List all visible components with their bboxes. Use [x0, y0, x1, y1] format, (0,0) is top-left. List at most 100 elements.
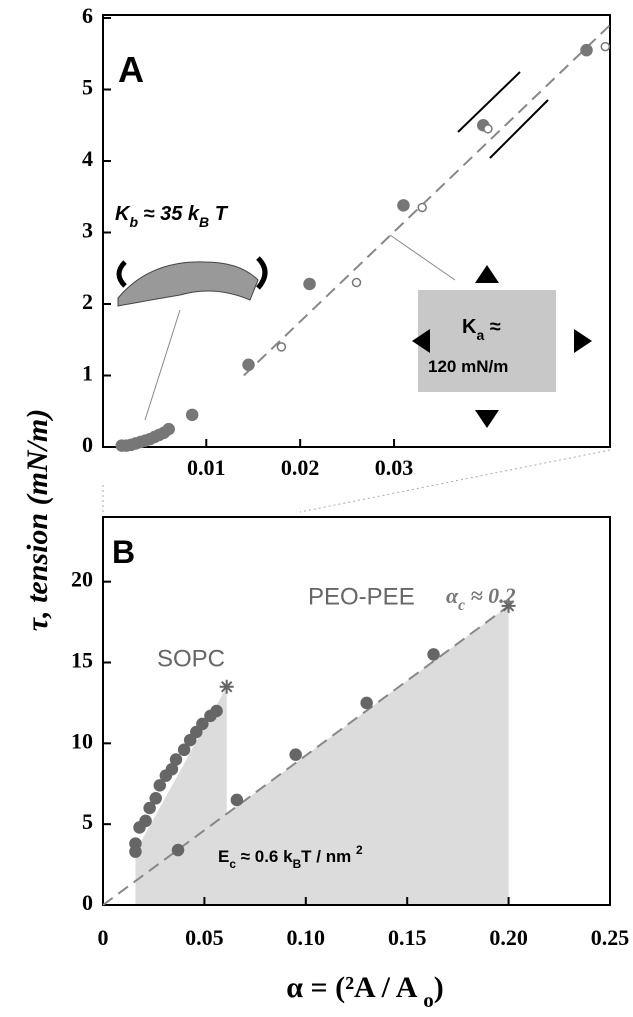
x-tick-label: 0.25: [591, 925, 630, 950]
data-point: [397, 199, 410, 212]
bend-arrow: [116, 260, 127, 288]
text-part: T: [209, 203, 229, 225]
data-point: [153, 779, 167, 792]
data-point: [417, 202, 427, 213]
text-part: c: [458, 597, 465, 614]
data-point: [183, 733, 197, 747]
critical-point: [501, 598, 516, 613]
y-tick-label: 1: [82, 361, 93, 386]
text-part: 2: [356, 843, 363, 857]
failure-region: [135, 605, 509, 905]
x-tick-label: 0.15: [388, 925, 427, 950]
plot-frame: [102, 14, 611, 448]
y-tick-label: 4: [82, 146, 93, 171]
data-point: [171, 843, 185, 857]
zoom-line: [299, 449, 611, 513]
membrane-patch: [117, 261, 259, 307]
data-point: [351, 277, 362, 288]
y-tick-label: 0: [82, 432, 93, 457]
pointer: [389, 234, 456, 281]
text-part: k: [283, 847, 293, 866]
data-point: [149, 792, 162, 805]
text-part: ≈ 0.6: [236, 847, 283, 866]
x-axis-label: α = (²A / A o): [286, 971, 444, 1012]
data-point: [242, 358, 255, 372]
data-point: [360, 696, 373, 710]
text-part: B: [112, 534, 135, 570]
x-tick-label: 0.05: [185, 925, 224, 950]
text-part: 120 mN/m: [428, 357, 508, 376]
annotation: Kb ≈ 35 kB T: [115, 203, 229, 229]
data-point: [185, 408, 199, 422]
text-part: ): [434, 971, 444, 1004]
data-point: [139, 814, 152, 828]
fit-line: [243, 24, 611, 377]
text-part: B: [199, 214, 209, 230]
pointer: [144, 309, 181, 421]
text-part: a: [476, 327, 484, 343]
data-point: [600, 41, 611, 52]
y-tick-label: 6: [82, 3, 93, 28]
data-point: [230, 793, 244, 807]
x-tick-label: 0.10: [287, 925, 326, 950]
text-part: ≈ 35: [138, 203, 188, 225]
annotation: αc ≈ 0.2: [446, 583, 516, 614]
load-arrow: [457, 71, 521, 133]
data-point: [303, 277, 316, 291]
y-tick-label: 2: [82, 289, 93, 314]
annotation: A: [118, 49, 144, 90]
x-tick-label: 0.20: [489, 925, 528, 950]
y-tick-label: 10: [71, 728, 93, 753]
text-part: B: [293, 857, 302, 871]
x-tick-label: 0.01: [187, 455, 226, 480]
stretch-box: [418, 290, 556, 392]
text-part: o: [423, 988, 434, 1012]
data-point: [162, 422, 175, 436]
data-point: [196, 717, 209, 731]
text-part: E: [218, 847, 229, 866]
series-label: PEO-PEE: [308, 583, 415, 610]
annotation: B: [112, 534, 135, 570]
data-point: [169, 753, 183, 766]
decor: [102, 71, 611, 513]
data-point: [143, 801, 156, 815]
x-tick-label: 0: [98, 925, 109, 950]
text-part: A: [118, 49, 144, 90]
data-point: [483, 124, 493, 134]
y-tick-label: 5: [82, 75, 93, 100]
y-axis-label: τ, tension (mN/m): [21, 409, 54, 632]
text-part: α = (²A / A: [286, 971, 423, 1004]
data-point: [427, 648, 440, 661]
plot-frame: [102, 516, 611, 906]
y-tick-label: 15: [71, 648, 93, 673]
data-point: [580, 43, 593, 57]
annotation: Ka ≈: [462, 316, 501, 342]
data-point: [210, 704, 223, 718]
y-tick-label: 0: [82, 890, 93, 915]
data-point: [276, 342, 287, 352]
text-part: k: [188, 203, 200, 225]
text-part: ≈ 0.2: [465, 583, 516, 608]
critical-point: [219, 679, 234, 694]
annotation: 120 mN/m: [428, 357, 508, 376]
text-part: T / nm: [301, 847, 356, 866]
data-point: [190, 725, 203, 739]
bend-arrow: [256, 256, 268, 290]
y-tick-label: 3: [82, 218, 93, 243]
y-tick-label: 5: [82, 809, 93, 834]
unload-arrow: [489, 99, 549, 159]
series-label: SOPC: [157, 645, 225, 672]
text-part: ≈: [484, 316, 501, 338]
text-part: b: [129, 214, 138, 230]
data-point: [177, 743, 191, 757]
text-part: K: [462, 316, 477, 338]
x-tick-label: 0.03: [375, 455, 414, 480]
text-part: K: [115, 203, 131, 225]
data-point: [289, 748, 302, 761]
text-part: c: [229, 857, 236, 871]
data-point: [129, 837, 142, 850]
fit-line: [102, 605, 510, 906]
x-tick-label: 0.02: [281, 455, 320, 480]
annotation: Ec ≈ 0.6 kBT / nm 2: [218, 843, 363, 871]
